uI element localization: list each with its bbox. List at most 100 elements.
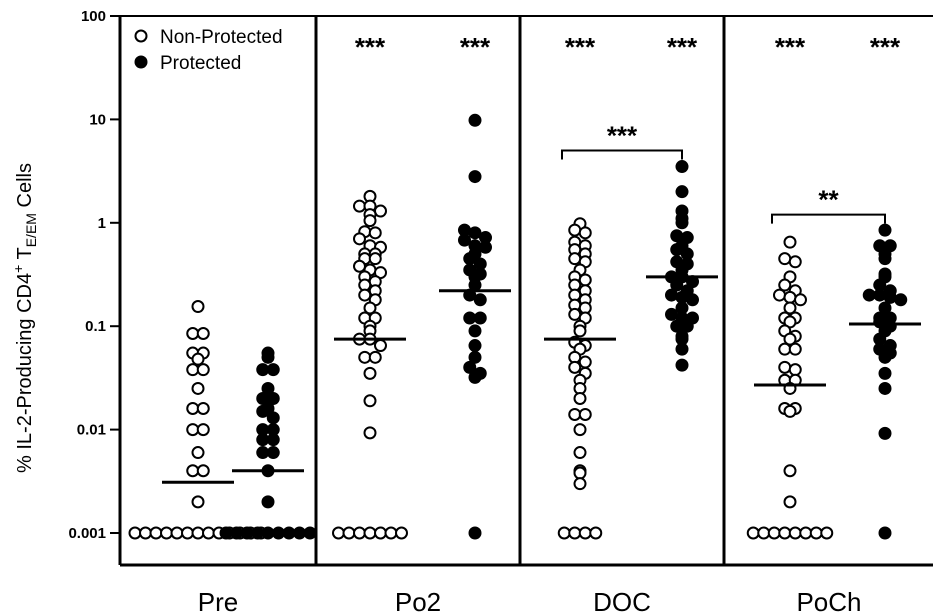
non-protected-point <box>778 360 792 374</box>
protected-point <box>665 307 678 321</box>
protected-point <box>862 288 876 302</box>
protected-point <box>293 526 306 540</box>
non-protected-point <box>191 526 205 540</box>
non-protected-point <box>788 526 802 540</box>
non-protected-point <box>363 301 377 315</box>
protected-point <box>675 160 689 174</box>
protected-point <box>282 526 296 540</box>
bracket-significance-label: ** <box>818 185 839 215</box>
protected-point <box>266 411 280 425</box>
protected-point <box>675 342 689 356</box>
protected-point <box>686 293 699 307</box>
x-category-label: PoCh <box>796 587 861 616</box>
non-protected-point <box>783 404 797 418</box>
protected-point <box>261 350 275 364</box>
protected-point <box>256 433 270 447</box>
protected-point <box>468 324 482 338</box>
protected-point <box>219 526 233 540</box>
non-protected-point <box>757 526 771 540</box>
non-protected-point <box>783 301 797 315</box>
protected-point <box>883 290 897 304</box>
significance-annotations: *** *** *** *** *** ******** <box>355 32 901 224</box>
protected-point <box>675 358 689 372</box>
significance-label: *** <box>355 32 386 62</box>
protected-point <box>670 278 684 292</box>
non-protected-point <box>788 342 802 356</box>
x-category-label: Po2 <box>395 587 441 616</box>
significance-label: *** <box>775 32 806 62</box>
non-protected-point <box>783 290 797 304</box>
non-protected-point <box>353 526 366 540</box>
non-protected-point <box>191 495 205 509</box>
protected-point <box>468 339 482 353</box>
protected-point <box>473 293 487 307</box>
legend-marker-filled <box>134 55 148 69</box>
non-protected-point <box>783 235 797 249</box>
protected-point <box>468 370 482 384</box>
non-protected-point <box>568 307 582 321</box>
significance-bracket <box>771 213 886 224</box>
significance-label: *** <box>870 32 901 62</box>
non-protected-point <box>568 252 582 266</box>
non-protected-point <box>773 288 786 302</box>
protected-point <box>878 381 892 395</box>
non-protected-point <box>202 526 215 540</box>
protected-point <box>266 363 280 377</box>
protected-point <box>878 526 892 540</box>
protected-point <box>878 350 892 364</box>
plot-frame <box>118 15 933 567</box>
protected-point <box>670 243 684 257</box>
non-protected-point <box>191 446 205 460</box>
protected-point <box>878 301 892 315</box>
non-protected-point <box>363 426 377 440</box>
non-protected-point <box>809 526 823 540</box>
non-protected-point <box>384 526 398 540</box>
non-protected-point <box>589 526 603 540</box>
y-tick-label: 10 <box>89 111 106 128</box>
protected-point <box>878 223 892 237</box>
non-protected-point <box>573 466 587 480</box>
non-protected-point <box>196 423 210 437</box>
non-protected-point <box>368 252 382 266</box>
protected-point <box>463 360 477 374</box>
non-protected-point <box>767 526 781 540</box>
protected-point <box>261 381 275 395</box>
protected-point <box>878 426 892 440</box>
median-lines <box>162 275 921 484</box>
protected-point <box>272 526 285 540</box>
non-protected-point <box>191 300 205 314</box>
protected-point <box>873 288 887 302</box>
non-protected-point <box>778 278 792 292</box>
non-protected-point <box>186 423 200 437</box>
protected-point <box>256 363 270 377</box>
protected-point <box>463 252 477 266</box>
protected-point <box>256 404 270 418</box>
non-protected-point <box>557 526 571 540</box>
x-category-label: Pre <box>198 587 238 616</box>
non-protected-point <box>186 326 200 340</box>
legend: Non-Protected Protected <box>134 27 283 74</box>
non-protected-point <box>746 526 760 540</box>
non-protected-point <box>332 526 345 540</box>
non-protected-point <box>191 381 205 395</box>
bracket-significance-label: *** <box>607 121 638 151</box>
protected-point <box>458 233 471 247</box>
non-protected-point <box>196 363 210 377</box>
non-protected-point <box>573 324 587 338</box>
y-axis-title: % IL-2-Producing CD4+ TE/EM Cells <box>10 163 39 473</box>
non-protected-point <box>578 273 592 287</box>
non-protected-point <box>788 363 802 377</box>
non-protected-point <box>191 352 205 366</box>
protected-point <box>675 290 689 304</box>
non-protected-point <box>353 199 366 213</box>
non-protected-point <box>186 401 200 415</box>
y-axis: 0.001 0.01 0.1 1 10 100 <box>68 8 120 542</box>
non-protected-point <box>170 526 184 540</box>
non-protected-point <box>568 223 582 237</box>
non-protected-point <box>363 366 377 380</box>
non-protected-point <box>374 339 387 353</box>
non-protected-point <box>568 407 582 421</box>
non-protected-point <box>788 255 802 269</box>
non-protected-point <box>196 401 210 415</box>
non-protected-point <box>139 526 152 540</box>
